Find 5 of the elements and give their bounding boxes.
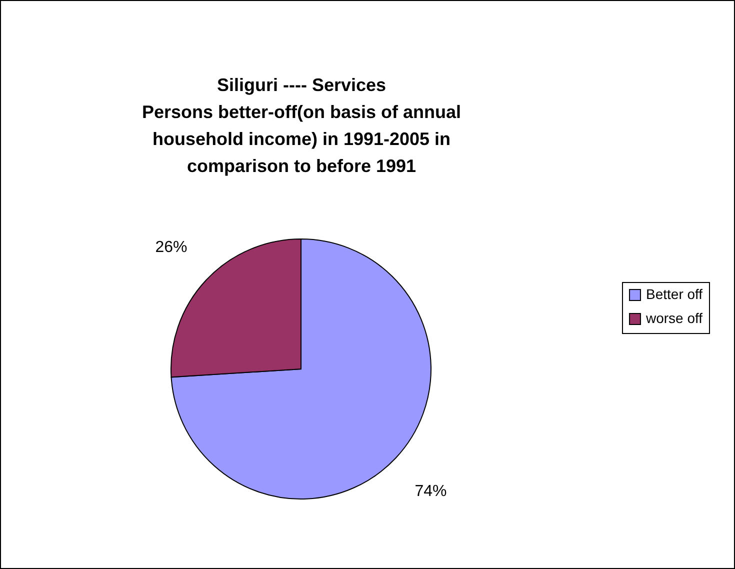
data-label: 74% bbox=[414, 482, 447, 500]
chart-title: Siliguri ---- Services Persons better-off(on basis of annual household income) in 1991-2005 in comparison to before 1991 bbox=[142, 75, 462, 176]
legend-label: Better off bbox=[646, 286, 703, 302]
data-label: 26% bbox=[155, 239, 188, 256]
legend-label: worse off bbox=[645, 310, 703, 326]
